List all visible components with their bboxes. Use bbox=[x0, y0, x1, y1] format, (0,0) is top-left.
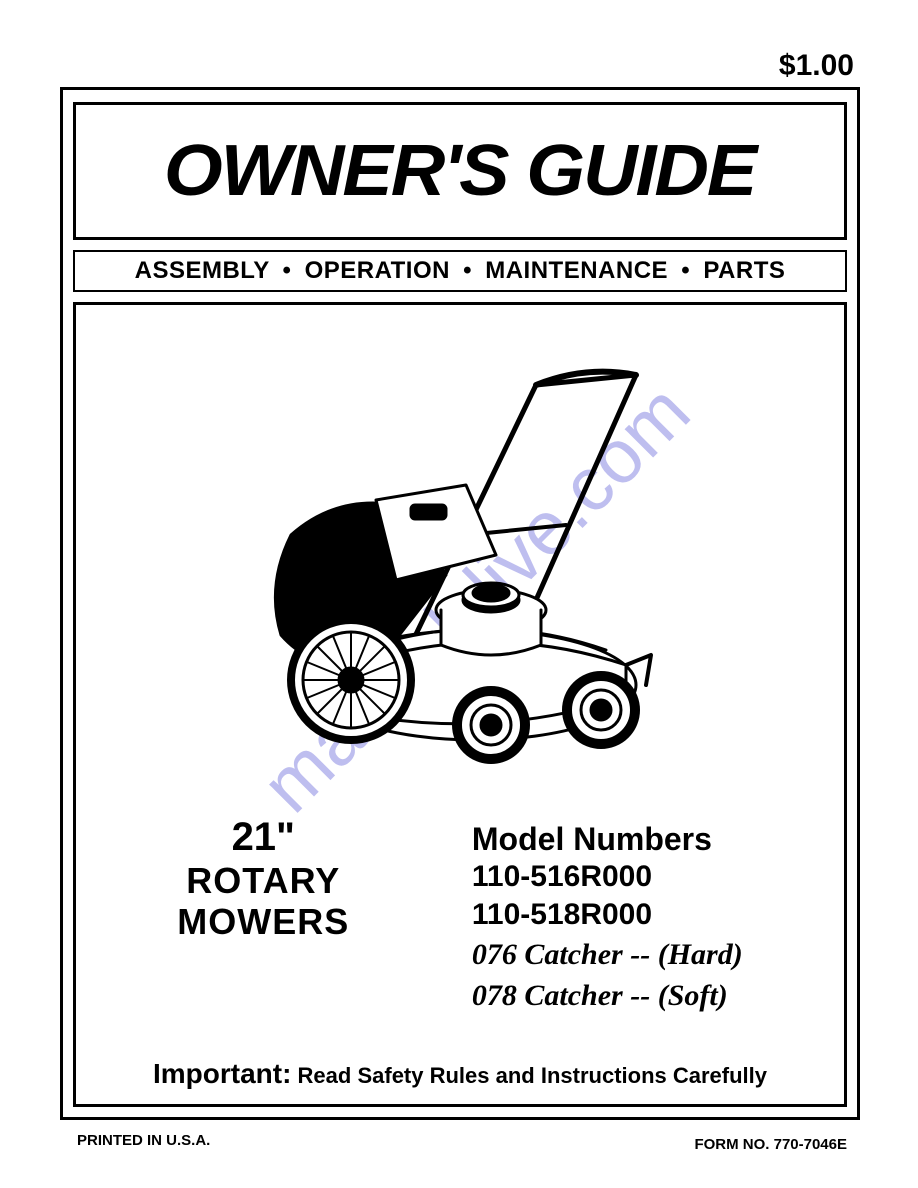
document-title: OWNER'S GUIDE bbox=[164, 130, 755, 212]
subtitle: ASSEMBLY • OPERATION • MAINTENANCE • PAR… bbox=[135, 257, 786, 285]
bullet-separator: • bbox=[681, 257, 690, 284]
model-number-1: 110-516R000 bbox=[472, 858, 743, 896]
product-size: 21" bbox=[177, 815, 349, 860]
handwritten-note-1: 076 Catcher -- (Hard) bbox=[472, 935, 743, 974]
product-name-block: 21" ROTARY MOWERS bbox=[177, 815, 349, 1015]
important-label: Important: bbox=[153, 1058, 291, 1089]
important-notice: Important: Read Safety Rules and Instruc… bbox=[76, 1058, 844, 1090]
subtitle-part-operation: OPERATION bbox=[305, 257, 450, 284]
model-numbers-block: Model Numbers 110-516R000 110-518R000 07… bbox=[472, 821, 743, 1015]
footer-form-number: FORM NO. 770-7046E bbox=[694, 1136, 847, 1153]
product-info-row: 21" ROTARY MOWERS Model Numbers 110-516R… bbox=[76, 815, 844, 1015]
product-line-1: ROTARY bbox=[177, 860, 349, 901]
price-label: $1.00 bbox=[779, 49, 854, 83]
model-number-2: 110-518R000 bbox=[472, 896, 743, 934]
product-line-2: MOWERS bbox=[177, 901, 349, 942]
outer-border: OWNER'S GUIDE ASSEMBLY • OPERATION • MAI… bbox=[60, 87, 860, 1120]
footer-printed: PRINTED IN U.S.A. bbox=[77, 1132, 210, 1149]
mower-illustration bbox=[196, 325, 716, 765]
bullet-separator: • bbox=[463, 257, 472, 284]
subtitle-part-assembly: ASSEMBLY bbox=[135, 257, 270, 284]
subtitle-part-parts: PARTS bbox=[703, 257, 785, 284]
handwritten-note-2: 078 Catcher -- (Soft) bbox=[472, 976, 743, 1015]
page: $1.00 OWNER'S GUIDE ASSEMBLY • OPERATION… bbox=[60, 55, 860, 1120]
subtitle-part-maintenance: MAINTENANCE bbox=[485, 257, 668, 284]
bullet-separator: • bbox=[283, 257, 292, 284]
main-content-box: manualslive.com bbox=[73, 302, 847, 1107]
title-box: OWNER'S GUIDE bbox=[73, 102, 847, 240]
important-text: Read Safety Rules and Instructions Caref… bbox=[298, 1063, 767, 1088]
subtitle-box: ASSEMBLY • OPERATION • MAINTENANCE • PAR… bbox=[73, 250, 847, 292]
model-numbers-header: Model Numbers bbox=[472, 821, 743, 858]
